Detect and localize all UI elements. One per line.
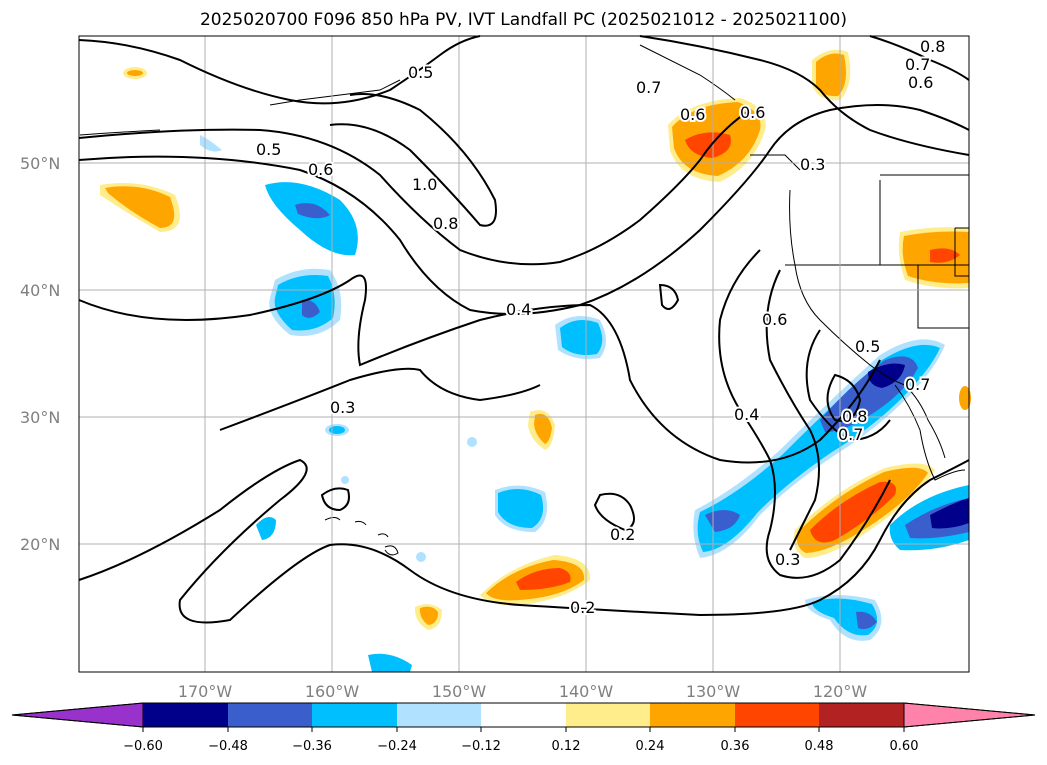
contour-labels: 0.8 0.7 0.6 0.7 0.6 0.5 0.6 1.0 0.8 0.4 … (254, 35, 947, 619)
contour-label: 0.4 (734, 405, 759, 424)
contour-label: 0.5 (256, 140, 281, 159)
colorbar-segment (312, 703, 397, 727)
colorbar-segment (819, 703, 904, 727)
contour-label: 0.3 (775, 550, 800, 569)
contour-label: 0.6 (762, 310, 787, 329)
colorbar-segment (481, 703, 566, 727)
colorbar-tick-label: 0.48 (805, 739, 834, 754)
lat-label: 50°N (20, 154, 60, 173)
lon-label: 170°W (178, 682, 233, 701)
ivt-contours (78, 35, 970, 624)
lon-label: 150°W (432, 682, 487, 701)
contour-label: 0.2 (570, 598, 595, 617)
colorbar-segment (397, 703, 481, 727)
contour-label: 0.6 (308, 160, 333, 179)
colorbar-tick-label: −0.36 (292, 739, 332, 754)
contour-label: 0.5 (855, 337, 880, 356)
contour-label: 0.3 (330, 398, 355, 417)
colorbar-extend-high (903, 702, 1036, 728)
colorbar-tick-label: −0.12 (461, 739, 501, 754)
colorbar-segment (650, 703, 735, 727)
lon-label: 140°W (559, 682, 614, 701)
contour-label: 0.7 (905, 55, 930, 74)
lat-label: 40°N (20, 281, 60, 300)
colorbar-tick-label: −0.24 (377, 739, 417, 754)
lon-label: 160°W (305, 682, 360, 701)
colorbar: −0.60 −0.48 −0.36 −0.24 −0.12 0.12 0.24 … (11, 702, 1036, 754)
colorbar-segment (566, 703, 650, 727)
lat-label: 30°N (20, 408, 60, 427)
colorbar-tick-label: 0.24 (636, 739, 665, 754)
contour-label: 0.7 (636, 78, 661, 97)
contour-label: 0.2 (610, 525, 635, 544)
colorbar-segment (143, 703, 228, 727)
contour-label: 0.6 (680, 105, 705, 124)
colorbar-tick-label: 0.12 (552, 739, 581, 754)
colorbar-segment (735, 703, 819, 727)
contour-label: 0.7 (905, 375, 930, 394)
coastlines (79, 44, 969, 556)
contour-label: 0.8 (842, 407, 867, 426)
contour-label: 1.0 (412, 175, 437, 194)
map-title: 2025020700 F096 850 hPa PV, IVT Landfall… (199, 10, 847, 30)
lon-labels: 170°W 160°W 150°W 140°W 130°W 120°W (178, 682, 868, 701)
colorbar-ticks (142, 727, 905, 732)
contour-label: 0.5 (408, 63, 433, 82)
colorbar-tick-label: 0.60 (890, 739, 919, 754)
contour-label: 0.3 (800, 155, 825, 174)
colorbar-extend-low (11, 702, 144, 728)
lon-label: 130°W (686, 682, 741, 701)
pv-shading (100, 49, 971, 672)
contour-label: 0.6 (740, 103, 765, 122)
lat-label: 20°N (20, 535, 60, 554)
contour-label: 0.7 (838, 425, 863, 444)
lon-label: 120°W (813, 682, 868, 701)
contour-label: 0.8 (433, 214, 458, 233)
colorbar-segment (228, 703, 312, 727)
lat-labels: 50°N 40°N 30°N 20°N (20, 154, 60, 554)
colorbar-tick-label: −0.60 (123, 739, 163, 754)
colorbar-tick-label: −0.48 (208, 739, 248, 754)
colorbar-tick-label: 0.36 (721, 739, 750, 754)
contour-label: 0.6 (908, 73, 933, 92)
map-frame (78, 35, 970, 673)
contour-label: 0.8 (920, 37, 945, 56)
contour-label: 0.4 (506, 300, 531, 319)
gridlines (79, 36, 969, 672)
